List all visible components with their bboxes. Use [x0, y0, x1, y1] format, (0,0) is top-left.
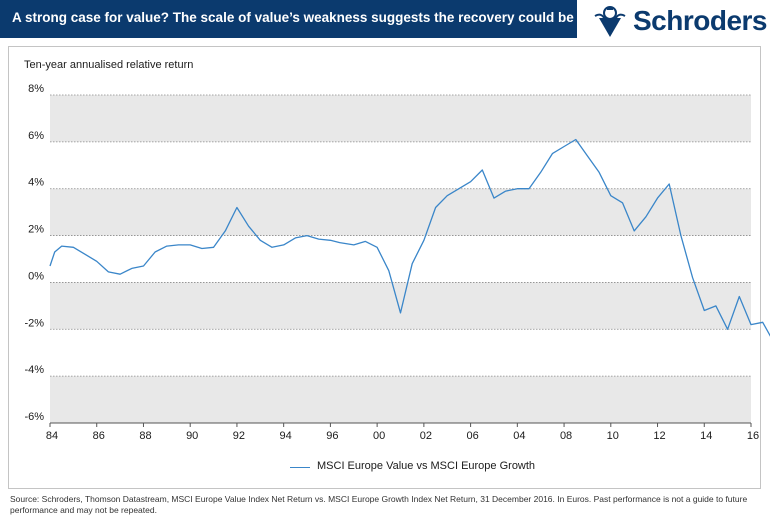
x-tick-label: 08 — [560, 430, 572, 442]
x-tick-label: 06 — [466, 430, 478, 442]
brand-name: Schroders — [633, 5, 768, 36]
y-tick-label: 0% — [28, 270, 44, 282]
y-tick-label: 4% — [28, 177, 44, 189]
legend-label: MSCI Europe Value vs MSCI Europe Growth — [317, 460, 536, 472]
shaded-band-2 — [50, 282, 751, 330]
shaded-band-3 — [50, 376, 751, 423]
page-title: A strong case for value? The scale of va… — [12, 10, 637, 25]
x-tick-label: 84 — [46, 430, 58, 442]
y-tick-label: 8% — [28, 83, 44, 95]
x-tick-label: 02 — [420, 430, 432, 442]
shaded-band-0 — [50, 95, 751, 142]
x-tick-label: 10 — [607, 430, 619, 442]
x-tick-label: 14 — [700, 430, 712, 442]
schroders-logo: Schroders — [593, 4, 770, 38]
x-tick-label: 16 — [747, 430, 759, 442]
x-tick-label: 86 — [93, 430, 105, 442]
y-tick-label: 2% — [28, 224, 44, 236]
x-tick-label: 00 — [373, 430, 385, 442]
x-tick-label: 88 — [139, 430, 151, 442]
x-tick-label: 96 — [326, 430, 338, 442]
legend-swatch — [290, 467, 310, 468]
y-axis-title: Ten-year annualised relative return — [24, 59, 194, 71]
x-tick-label: 92 — [233, 430, 245, 442]
shaded-band-1 — [50, 188, 751, 236]
y-tick-label: -6% — [24, 411, 44, 423]
y-tick-label: -4% — [24, 364, 44, 376]
crest-icon — [594, 6, 626, 37]
y-tick-label: 6% — [28, 130, 44, 142]
x-tick-label: 94 — [280, 430, 292, 442]
title-bar: A strong case for value? The scale of va… — [0, 0, 637, 38]
x-tick-label: 90 — [186, 430, 198, 442]
x-tick-label: 04 — [513, 430, 525, 442]
y-tick-label: -2% — [24, 317, 44, 329]
source-footnote: Source: Schroders, Thomson Datastream, M… — [10, 494, 748, 515]
series-line — [49, 138, 770, 337]
x-tick-label: 12 — [653, 430, 665, 442]
